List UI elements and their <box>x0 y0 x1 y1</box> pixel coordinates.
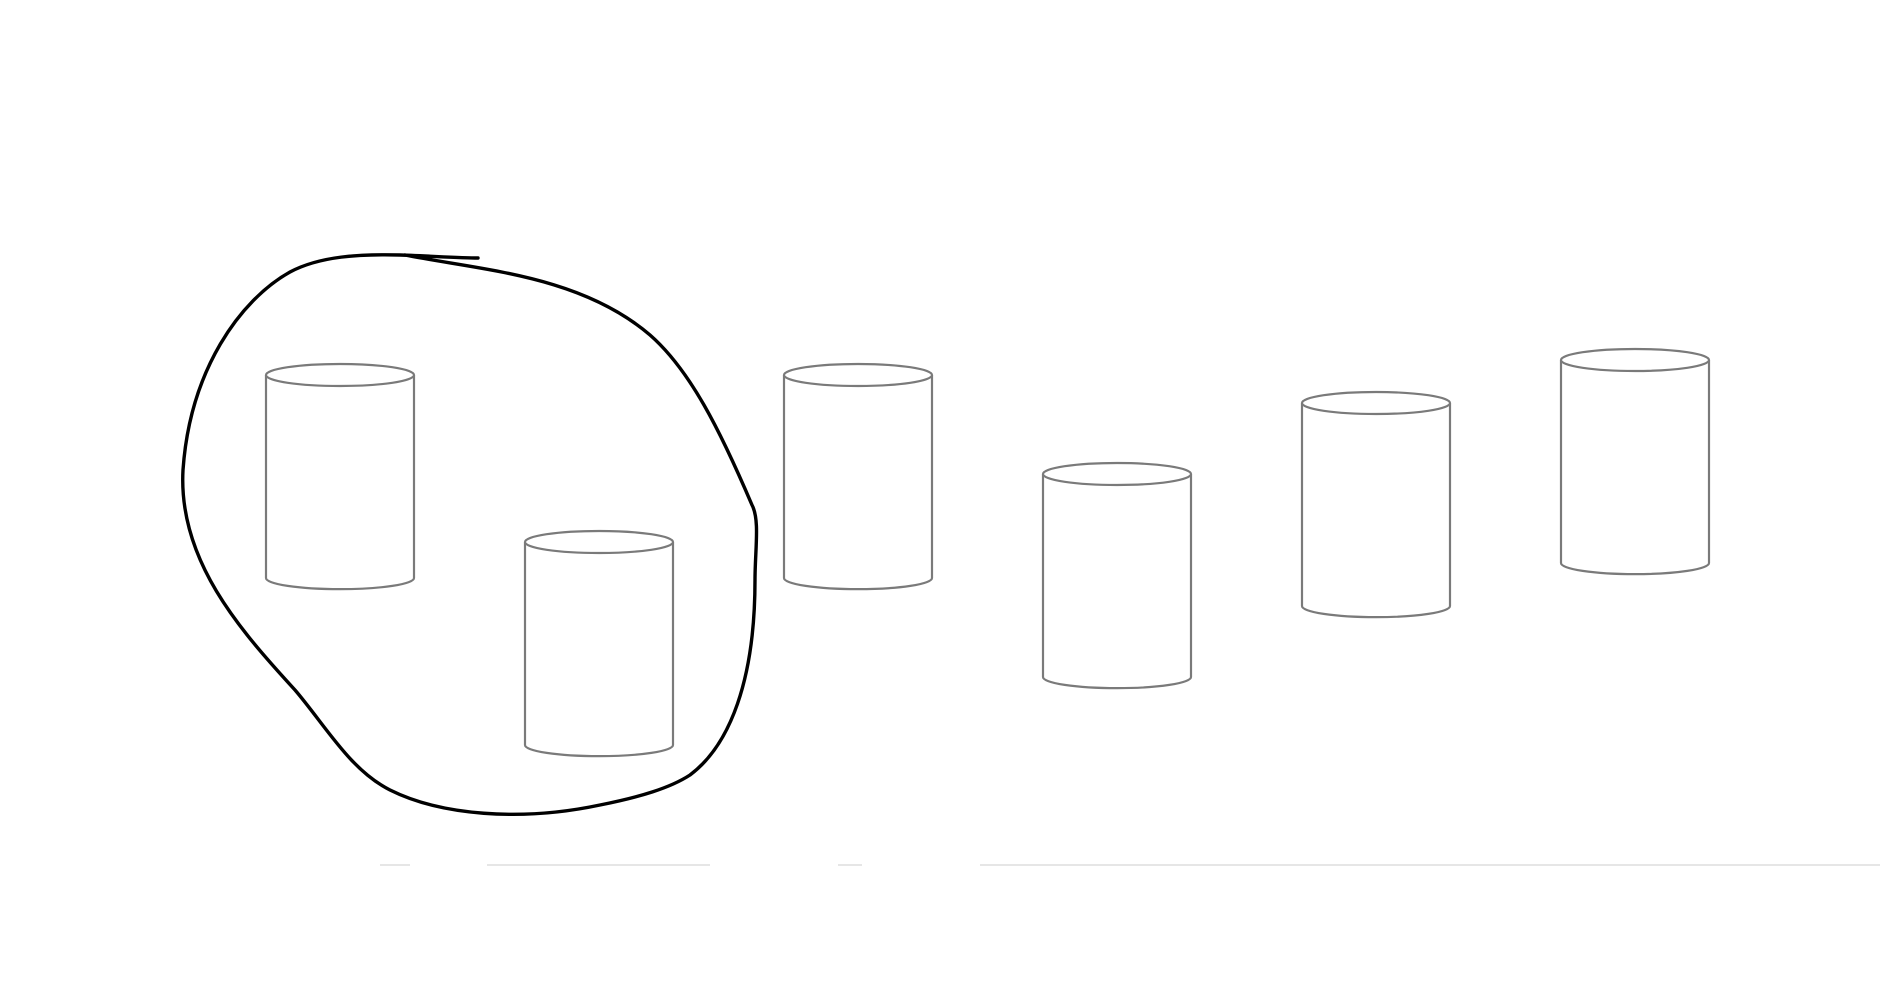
cylinder-top <box>264 362 416 388</box>
cylinder-body <box>1300 403 1452 619</box>
cylinder-4 <box>1041 461 1193 690</box>
cylinder-top <box>1300 390 1452 416</box>
cylinder-6 <box>1559 347 1711 576</box>
cylinder-body <box>1041 474 1193 690</box>
cylinder-5 <box>1300 390 1452 619</box>
cylinder-body <box>1559 360 1711 576</box>
cylinder-body <box>264 375 416 591</box>
cylinder-1 <box>264 362 416 591</box>
cylinder-body <box>523 542 675 758</box>
cylinders <box>264 347 1711 758</box>
cylinder-top <box>1559 347 1711 373</box>
cylinder-2 <box>523 529 675 758</box>
cylinder-top <box>1041 461 1193 487</box>
cylinder-top <box>523 529 675 555</box>
cylinder-body <box>782 375 934 591</box>
cylinder-3 <box>782 362 934 591</box>
cylinder-top <box>782 362 934 388</box>
hand-drawn-circle <box>181 253 759 816</box>
